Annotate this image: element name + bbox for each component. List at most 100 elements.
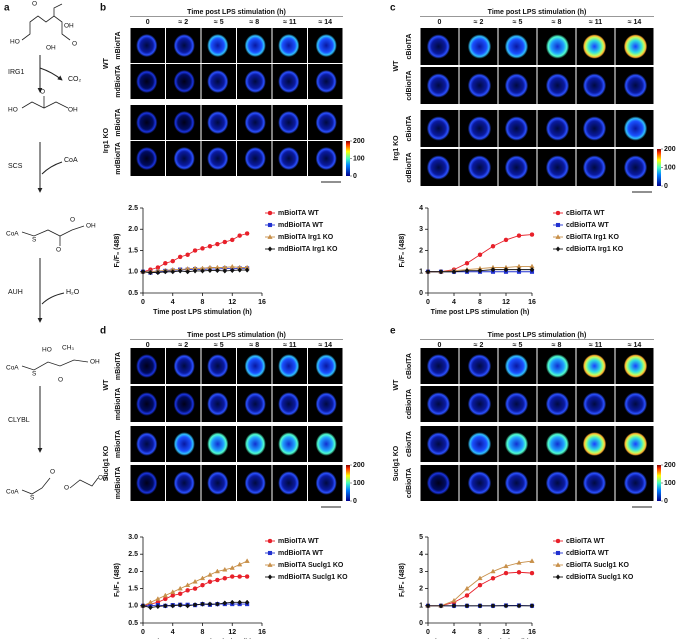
atom-label: OH [86, 223, 96, 230]
marker [464, 268, 470, 274]
row-label: mdBioITA [115, 142, 122, 175]
cell [244, 69, 266, 94]
legend-marker [555, 246, 561, 252]
time-label: ≈ 14 [318, 342, 332, 349]
colorbar-label: 200 [664, 462, 676, 469]
marker [147, 599, 154, 605]
cell [315, 33, 337, 58]
marker [529, 266, 535, 273]
row-label: mdBioITA [115, 467, 122, 500]
group-label: Suclg1 KO [393, 445, 400, 481]
legend-marker [555, 210, 561, 216]
marker [207, 572, 213, 577]
x-tick-label: 16 [258, 629, 266, 636]
panel-label: b [100, 3, 106, 14]
marker [477, 582, 483, 588]
marker [451, 597, 457, 603]
x-axis-label: Time post LPS stimulation (h) [153, 309, 252, 316]
marker [215, 267, 220, 274]
atom-label: CoA [6, 365, 19, 372]
legend-label: mdBioITA Suclg1 KO [278, 574, 348, 581]
marker [244, 267, 250, 273]
skeleton [69, 477, 99, 489]
marker [490, 603, 496, 609]
cell [207, 33, 229, 58]
atom-label: OH [64, 23, 74, 30]
cell [545, 34, 570, 59]
cell [504, 432, 529, 456]
column-header: Time post LPS stimulation (h) [488, 9, 587, 16]
marker [516, 233, 522, 238]
x-tick-label: 0 [426, 629, 430, 636]
time-label: ≈ 8 [552, 19, 562, 26]
marker [516, 603, 522, 609]
time-label: 0 [438, 342, 442, 349]
cell [173, 471, 195, 495]
column-header: Time post LPS stimulation (h) [187, 9, 286, 16]
marker [140, 603, 146, 609]
marker [148, 269, 153, 276]
marker [237, 599, 243, 606]
y-tick-label: 1.0 [128, 269, 138, 276]
row-label: cBioITA [406, 116, 413, 142]
marker [140, 269, 146, 275]
legend-marker [267, 234, 273, 239]
y-tick-label: 3.0 [128, 534, 138, 541]
cell [467, 432, 492, 456]
time-label: ≈ 11 [283, 342, 296, 349]
row-label: mdBioITA [115, 388, 122, 421]
x-tick-label: 12 [228, 629, 236, 636]
cell [278, 69, 300, 94]
cell [623, 392, 648, 416]
y-tick-label: 2 [419, 585, 423, 592]
atom-label: O [50, 469, 55, 476]
colorbar-label: 0 [353, 498, 357, 505]
marker [177, 591, 183, 597]
legend-label: cBioITA WT [566, 538, 605, 545]
y-axis-label: Fₜ/F₀ (488) [399, 563, 406, 597]
marker [464, 603, 470, 609]
atom-label: CoA [6, 489, 19, 496]
cell [545, 73, 570, 98]
row-label: mBioITA [115, 31, 122, 59]
atom-label: OH [46, 45, 56, 52]
atom-label: OH [68, 107, 78, 114]
cell [244, 471, 266, 495]
marker [222, 600, 228, 606]
marker [477, 268, 483, 274]
marker [529, 232, 535, 237]
panel-label: c [390, 3, 396, 14]
time-label: ≈ 5 [214, 342, 224, 349]
row-label: cBioITA [406, 34, 413, 60]
cell [173, 354, 195, 378]
x-tick-label: 0 [141, 299, 145, 306]
marker [200, 601, 205, 607]
marker [215, 241, 220, 247]
marker [215, 601, 220, 607]
atom-label: S [30, 495, 35, 502]
x-tick-label: 16 [528, 629, 536, 636]
marker [477, 575, 483, 581]
cell [136, 392, 158, 416]
cell [136, 146, 158, 171]
time-label: ≈ 8 [249, 342, 259, 349]
cell [582, 354, 607, 378]
arrow [41, 292, 65, 305]
legend-label: cdBioITA Suclg1 KO [566, 574, 634, 581]
marker [155, 269, 161, 276]
time-label: ≈ 14 [628, 19, 642, 26]
marker [192, 586, 198, 591]
group-label: WT [103, 379, 110, 391]
time-label: ≈ 5 [513, 19, 523, 26]
y-tick-label: 2 [419, 247, 423, 254]
legend-marker [267, 574, 273, 580]
marker [163, 596, 168, 602]
group-label: WT [103, 57, 110, 69]
legend-label: mBioITA WT [278, 538, 320, 545]
marker [200, 246, 205, 251]
row-label: mdBioITA [115, 65, 122, 98]
atom-label: HO [10, 39, 20, 46]
marker [237, 561, 243, 567]
cell [545, 432, 570, 456]
cell [467, 155, 492, 180]
